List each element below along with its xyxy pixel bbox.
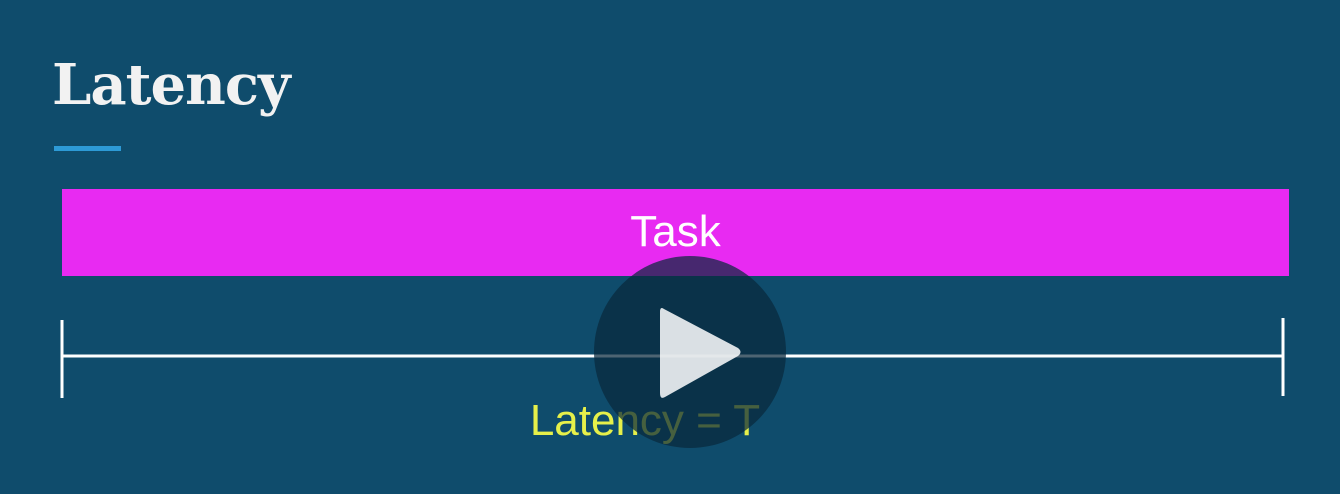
task-label: Task (630, 206, 721, 256)
slide-title: Latency (52, 52, 291, 118)
play-button[interactable] (594, 256, 786, 448)
title-underline (54, 146, 121, 151)
play-icon (660, 308, 741, 398)
